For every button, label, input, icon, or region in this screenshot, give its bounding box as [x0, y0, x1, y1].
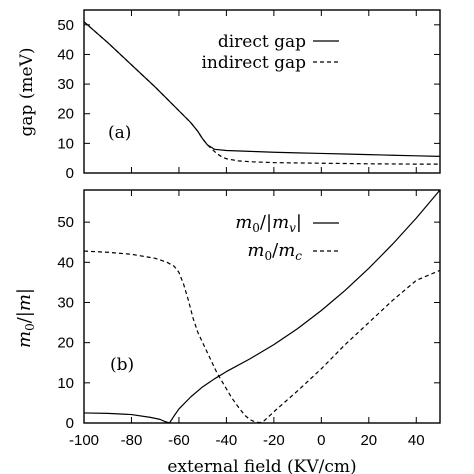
panel-b-label: (b) — [110, 355, 134, 375]
panel-a-series — [83, 21, 441, 165]
y-tick-label: 20 — [57, 335, 74, 352]
panel-b-y-tick-labels: 0 10 20 30 40 50 — [57, 214, 74, 432]
legend-direct-gap-label: direct gap — [218, 32, 306, 52]
panel-a-legend: direct gap indirect gap — [201, 32, 339, 73]
panel-a-frame — [83, 9, 441, 174]
panel-a: 0 10 20 30 40 50 gap (meV) (a) direct gap ind… — [17, 9, 441, 182]
panel-a-y-tick-labels: 0 10 20 30 40 50 — [57, 17, 74, 182]
x-tick-label: 0 — [317, 432, 325, 449]
svg-text:m0/|m|: m0/|m| — [14, 288, 37, 348]
panel-a-ticks — [83, 10, 440, 174]
x-tick-label: -80 — [121, 432, 143, 449]
y-tick-label: 40 — [57, 254, 74, 271]
panel-b-legend: m0/|mv| m0/mc — [235, 212, 339, 263]
y-tick-label: 10 — [57, 375, 74, 392]
x-tick-label: -100 — [69, 432, 99, 449]
x-tick-label: -60 — [168, 432, 190, 449]
y-tick-label: 50 — [57, 17, 74, 34]
x-tick-label: 20 — [360, 432, 377, 449]
panel-b-x-tick-labels: -100 -80 -60 -40 -20 0 20 40 — [69, 432, 425, 449]
y-tick-label: 40 — [57, 46, 74, 63]
panel-b-frame — [83, 189, 441, 424]
panel-b-ticks — [83, 190, 440, 424]
y-tick-label: 30 — [57, 294, 74, 311]
panel-a-y-axis-title: gap (meV) — [17, 47, 37, 136]
legend-mv-label: m0/|mv| — [235, 212, 302, 235]
legend-indirect-gap-label: indirect gap — [201, 53, 306, 73]
series-line-b-1 — [83, 250, 441, 424]
series-line-b-0 — [83, 189, 441, 424]
y-tick-label: 0 — [66, 165, 74, 182]
y-tick-label: 0 — [66, 415, 74, 432]
y-tick-label: 50 — [57, 214, 74, 231]
panel-b-y-axis-title: m0/|m| — [14, 288, 37, 348]
y-tick-label: 20 — [57, 106, 74, 123]
y-tick-label: 10 — [57, 135, 74, 152]
series-line-a-0 — [83, 21, 441, 157]
x-tick-label: 40 — [408, 432, 425, 449]
series-line-a-1 — [83, 21, 440, 165]
panel-b-x-axis-title: external field (KV/cm) — [167, 457, 356, 474]
x-tick-label: -20 — [263, 432, 285, 449]
panel-b-series — [83, 189, 441, 424]
panel-a-label: (a) — [108, 123, 131, 143]
x-tick-label: -40 — [216, 432, 238, 449]
panel-b: 0 10 20 30 40 50 -100 -80 -60 -40 -20 0 20 40 m0/|m|… — [14, 189, 441, 474]
y-tick-label: 30 — [57, 76, 74, 93]
legend-mc-label: m0/mc — [247, 240, 302, 263]
